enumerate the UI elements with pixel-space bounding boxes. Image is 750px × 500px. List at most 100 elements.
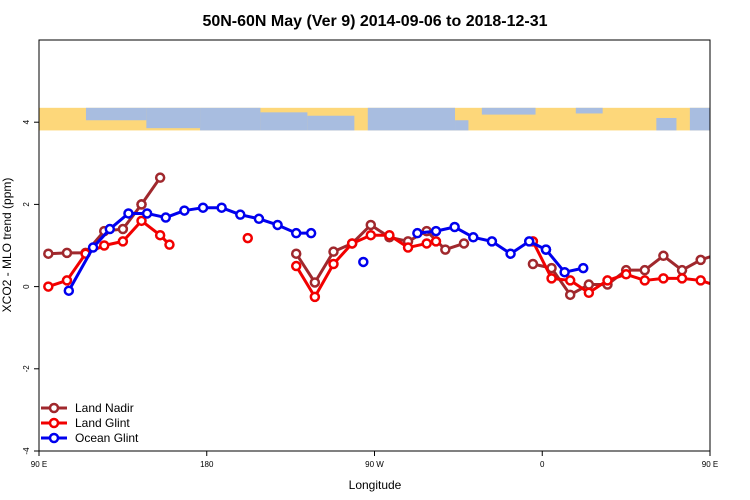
series-0-point	[458, 238, 470, 249]
series-2-point	[578, 262, 589, 274]
y-tick-label-4: 4	[22, 119, 31, 124]
series-0-point	[676, 264, 688, 276]
legend-marker-1	[48, 417, 60, 429]
series-2-point	[449, 221, 460, 233]
series-2-point	[123, 208, 134, 219]
series-1-point	[676, 273, 688, 284]
series-1-point	[602, 275, 613, 286]
legend-label-0: Land Nadir	[75, 401, 134, 415]
map-band-ocean-3	[260, 112, 308, 131]
series-1-point	[546, 273, 557, 284]
series-1-point	[564, 275, 576, 286]
series-0-point	[136, 199, 147, 210]
legend-marker-0	[48, 402, 60, 414]
series-1-point	[402, 242, 414, 253]
x-tick-label-2: 90 W	[365, 460, 384, 469]
series-0-point	[440, 244, 451, 255]
series-2-point	[87, 242, 99, 253]
map-band	[39, 107, 710, 131]
x-tick-label-4: 90 E	[702, 460, 718, 469]
series-0-point	[328, 246, 339, 257]
series-1-point	[328, 258, 339, 270]
series-0-point	[734, 250, 742, 258]
series-1-point	[309, 291, 321, 303]
series-1-point	[421, 238, 432, 249]
series-0-point	[564, 289, 576, 301]
series-2-point	[290, 227, 302, 239]
series-0-line-1	[140, 176, 162, 206]
series-1-point	[136, 215, 147, 227]
series-0-point	[154, 172, 166, 183]
series-1-point	[154, 229, 166, 241]
series-2-point	[358, 256, 369, 268]
y-axis: -4 -2 0 2 4	[22, 119, 39, 455]
series-1-point	[117, 236, 129, 247]
series-2-point	[235, 209, 246, 220]
series-2	[63, 202, 736, 296]
series-2-point	[141, 208, 153, 219]
series-2-point	[104, 223, 116, 235]
map-band-ocean-1	[146, 107, 201, 129]
series-1-point	[715, 283, 723, 291]
map-band-ocean-10	[689, 107, 710, 131]
legend-label-1: Land Glint	[75, 416, 130, 430]
x-axis: 90 E 180 90 W 0 90 E	[31, 451, 718, 469]
legend-label-2: Ocean Glint	[75, 431, 139, 445]
series-1-point	[430, 236, 442, 247]
series-0-point	[309, 277, 321, 288]
series-1-point	[346, 238, 358, 249]
series-0-point	[639, 264, 651, 276]
y-tick-label-0: -4	[22, 447, 31, 455]
series-1-point	[242, 232, 254, 244]
series-2-point	[179, 205, 190, 216]
series-1-point	[290, 260, 302, 272]
series-2-point	[728, 287, 736, 295]
series-2-point	[305, 227, 317, 239]
series-1-point	[734, 276, 742, 284]
series-1-point	[658, 273, 669, 284]
series-2-point	[540, 244, 552, 255]
map-band-ocean-6	[455, 120, 469, 131]
series-0-point	[658, 250, 669, 262]
series-1	[43, 215, 742, 303]
series-1-point	[620, 269, 632, 280]
plot-frame	[38, 39, 711, 452]
y-tick-label-2: 0	[22, 284, 31, 289]
series-1-point	[695, 275, 706, 286]
series-0-point	[583, 279, 595, 290]
series-layer	[43, 172, 742, 303]
series-0-point	[117, 223, 129, 235]
map-band-ocean-2	[200, 107, 261, 131]
series-2-point	[63, 285, 75, 296]
series-2-point	[559, 266, 570, 278]
series-1-point	[98, 240, 110, 251]
map-band-ocean-9	[656, 117, 677, 131]
series-2-point	[197, 202, 209, 213]
series-0-point	[365, 219, 377, 231]
series-1-point	[43, 281, 54, 292]
series-2-point	[505, 248, 516, 259]
series-1-point	[583, 287, 595, 299]
series-1-point	[639, 275, 651, 286]
series-1-point	[384, 229, 395, 241]
y-tick-label-3: 2	[22, 202, 31, 207]
series-2-point	[412, 227, 423, 239]
series-2-point	[523, 236, 535, 247]
map-band-ocean-0	[85, 107, 147, 121]
x-tick-label-0: 90 E	[31, 460, 47, 469]
series-2-point	[430, 225, 442, 237]
legend-marker-2	[48, 432, 60, 444]
x-tick-label-3: 0	[540, 460, 545, 469]
series-2-point	[216, 202, 227, 213]
series-1-point	[61, 275, 73, 286]
series-1-point	[365, 229, 377, 241]
series-2-point	[486, 236, 498, 247]
series-2-point	[253, 213, 265, 225]
series-0-point	[695, 254, 706, 266]
y-axis-label: XCO2 - MLO trend (ppm)	[0, 178, 14, 313]
map-band-ocean-7	[481, 107, 536, 115]
chart-title: 50N-60N May (Ver 9) 2014-09-06 to 2018-1…	[202, 13, 547, 30]
map-band-ocean-4	[307, 115, 355, 131]
